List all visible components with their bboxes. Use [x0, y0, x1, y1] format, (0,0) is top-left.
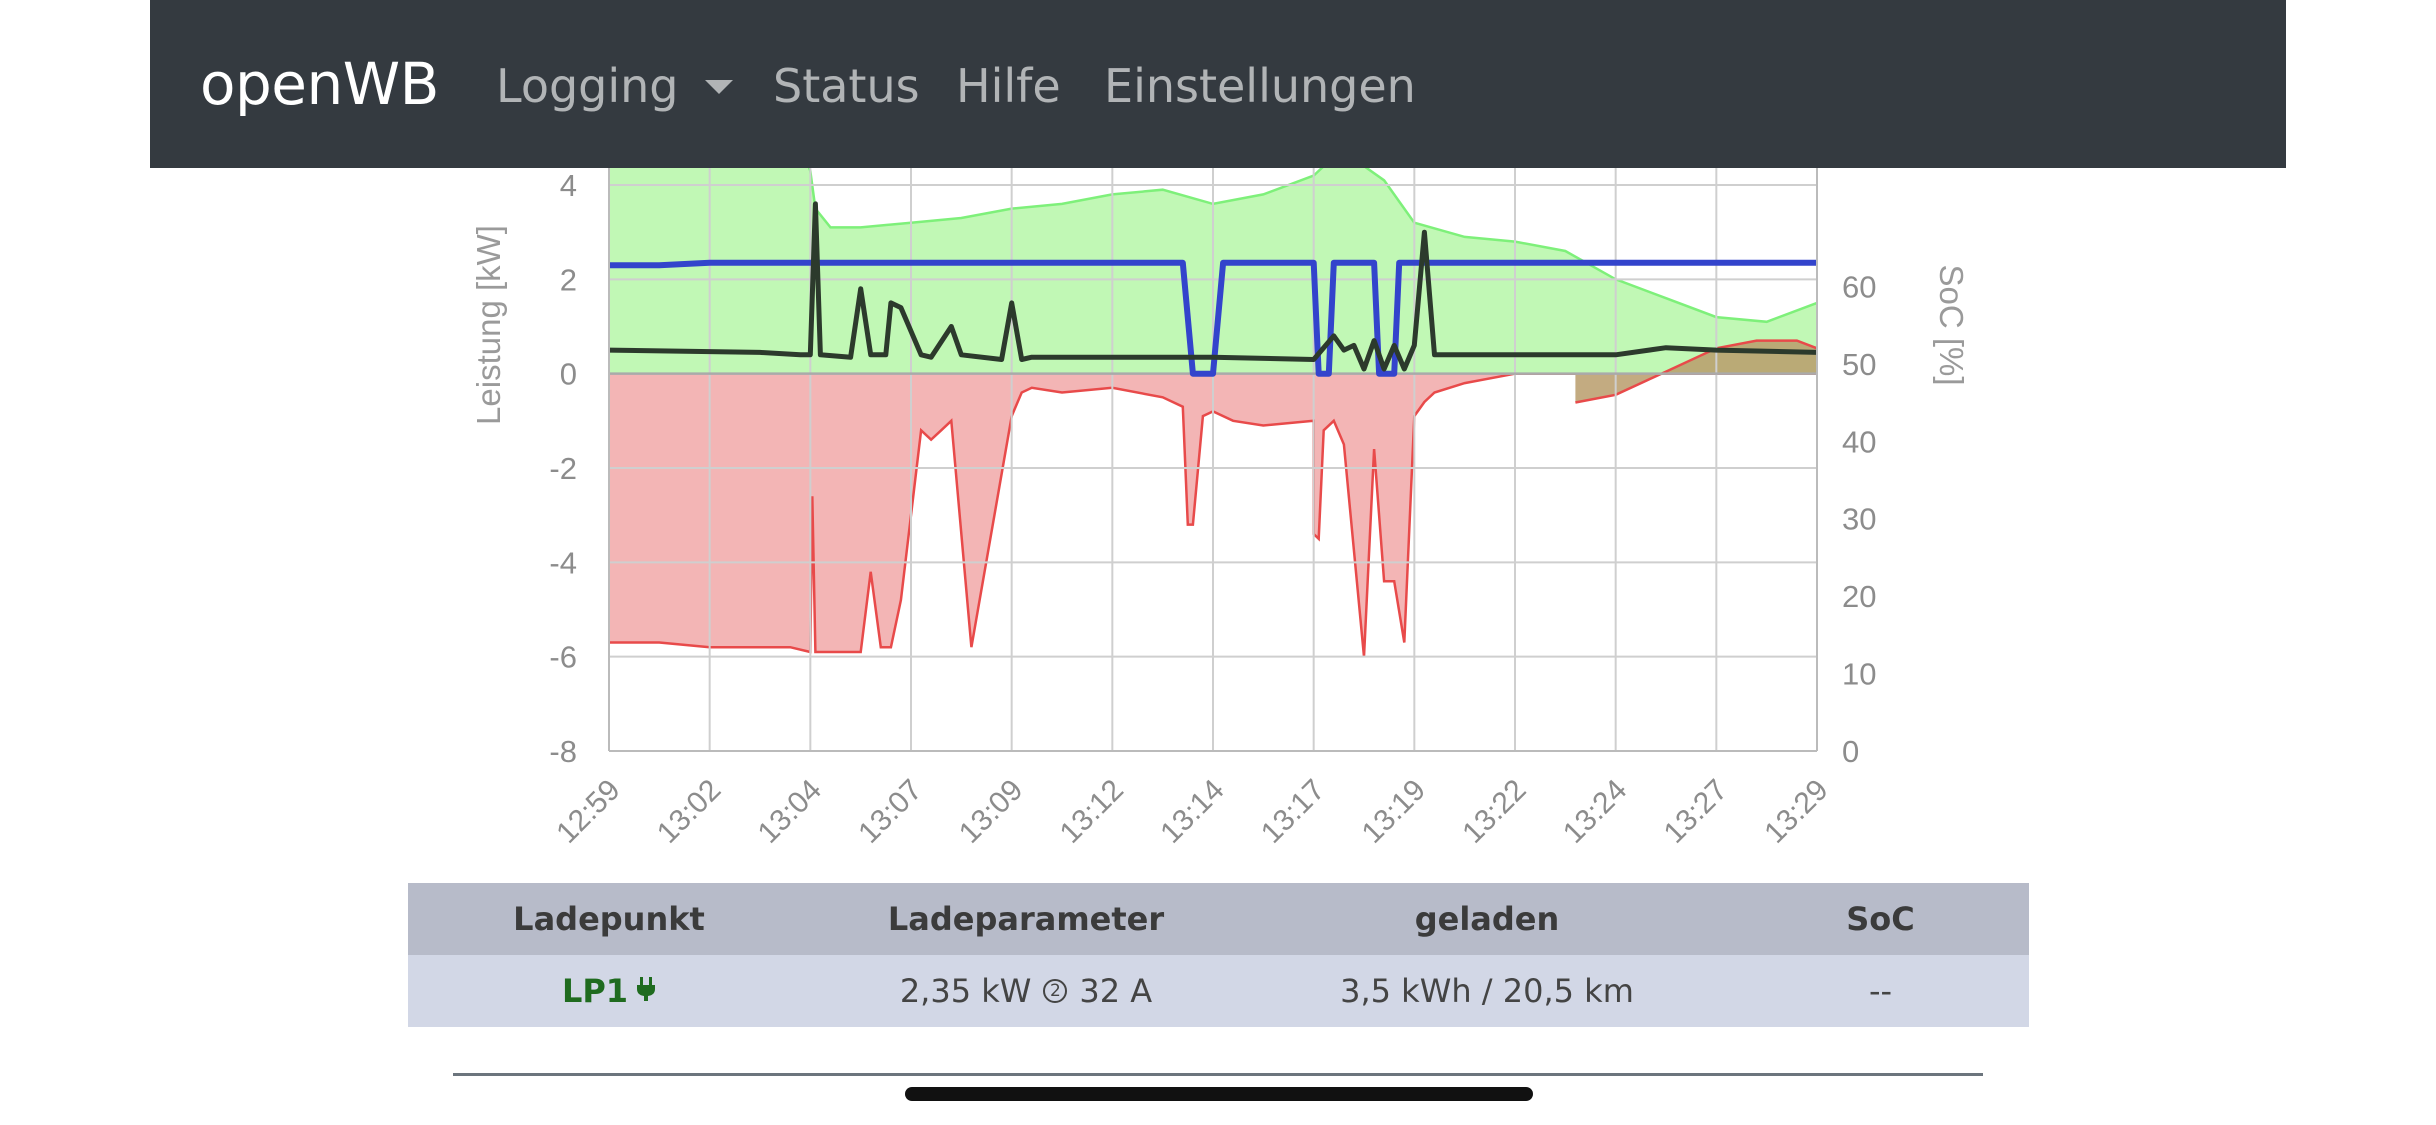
y-tick-label: 4	[560, 168, 577, 203]
charge-power: 2,35 kW	[899, 972, 1032, 1010]
chargepoint-table: Ladepunkt Ladeparameter geladen SoC LP1 …	[408, 883, 2029, 1027]
cell-ladeparameter: 2,35 kW 2 32 A	[810, 955, 1242, 1027]
y-tick-label: -4	[549, 545, 577, 580]
pv-line	[807, 168, 1818, 324]
y-tick-label: 2	[560, 262, 577, 297]
y-axis-label: Leistung [kW]	[470, 225, 507, 425]
x-tick-label: 13:19	[1356, 773, 1432, 849]
table-row: LP1 2,35 kW 2 32 A 3,5 kWh / 20,5 km --	[408, 955, 2029, 1027]
x-tick-label: 13:12	[1054, 773, 1130, 849]
header-geladen: geladen	[1414, 900, 1560, 938]
nav-logging-label: Logging	[496, 59, 679, 113]
y2-tick-label: 60	[1842, 269, 1876, 304]
y2-axis-label: SoC [%]	[1933, 264, 1970, 385]
y2-tick-label: 20	[1842, 579, 1876, 614]
x-tick-label: 13:09	[953, 773, 1029, 849]
grid-line	[609, 372, 1817, 657]
x-tick-label: 13:29	[1758, 773, 1834, 849]
soc-line	[1575, 339, 1818, 404]
y2-tick-label: 40	[1842, 424, 1876, 459]
y-tick-label: -8	[549, 734, 577, 769]
header-ladeparameter: Ladeparameter	[887, 900, 1165, 938]
x-tick-label: 13:04	[752, 773, 828, 849]
table-header: Ladepunkt Ladeparameter geladen SoC	[408, 883, 2029, 955]
nav-status[interactable]: Status	[773, 59, 920, 113]
cell-geladen: 3,5 kWh / 20,5 km	[1340, 972, 1634, 1010]
navbar: openWB Logging Status Hilfe Einstellunge…	[150, 0, 2286, 168]
nav-einstellungen[interactable]: Einstellungen	[1104, 59, 1416, 113]
nav-logging-dropdown[interactable]: Logging	[496, 58, 733, 114]
y-tick-label: -6	[549, 640, 577, 675]
y-tick-label: -2	[549, 451, 577, 486]
header-soc: SoC	[1846, 900, 1915, 938]
brand-logo[interactable]: openWB	[200, 50, 439, 118]
caret-down-icon	[704, 80, 733, 94]
y-tick-label: 0	[560, 357, 577, 392]
y2-tick-label: 50	[1842, 347, 1876, 382]
x-tick-label: 13:24	[1557, 773, 1633, 849]
cell-ladepunkt: LP1	[408, 955, 810, 1027]
y2-tick-label: 10	[1842, 657, 1876, 692]
x-tick-label: 13:02	[651, 773, 727, 849]
x-tick-label: 13:27	[1658, 773, 1734, 849]
phase-count-badge: 2	[1043, 979, 1068, 1003]
home-indicator	[905, 1087, 1533, 1101]
cell-soc: --	[1868, 972, 1893, 1010]
x-tick-label: 13:22	[1456, 773, 1532, 849]
y2-tick-label: 0	[1842, 734, 1859, 769]
x-tick-label: 12:59	[550, 773, 626, 849]
x-tick-label: 13:14	[1154, 773, 1230, 849]
plug-icon	[636, 972, 656, 1010]
load-line	[608, 201, 1818, 372]
soc-area	[1575, 340, 1817, 403]
x-tick-label: 13:07	[852, 773, 928, 849]
divider	[453, 1073, 1983, 1076]
nav-hilfe[interactable]: Hilfe	[956, 59, 1061, 113]
x-tick-label: 13:17	[1255, 773, 1331, 849]
chargepoint-link[interactable]: LP1	[561, 972, 629, 1010]
charge-current: 32 A	[1079, 972, 1153, 1010]
battery-line	[609, 259, 1817, 377]
header-ladepunkt: Ladepunkt	[513, 900, 705, 938]
y2-tick-label: 30	[1842, 502, 1876, 537]
